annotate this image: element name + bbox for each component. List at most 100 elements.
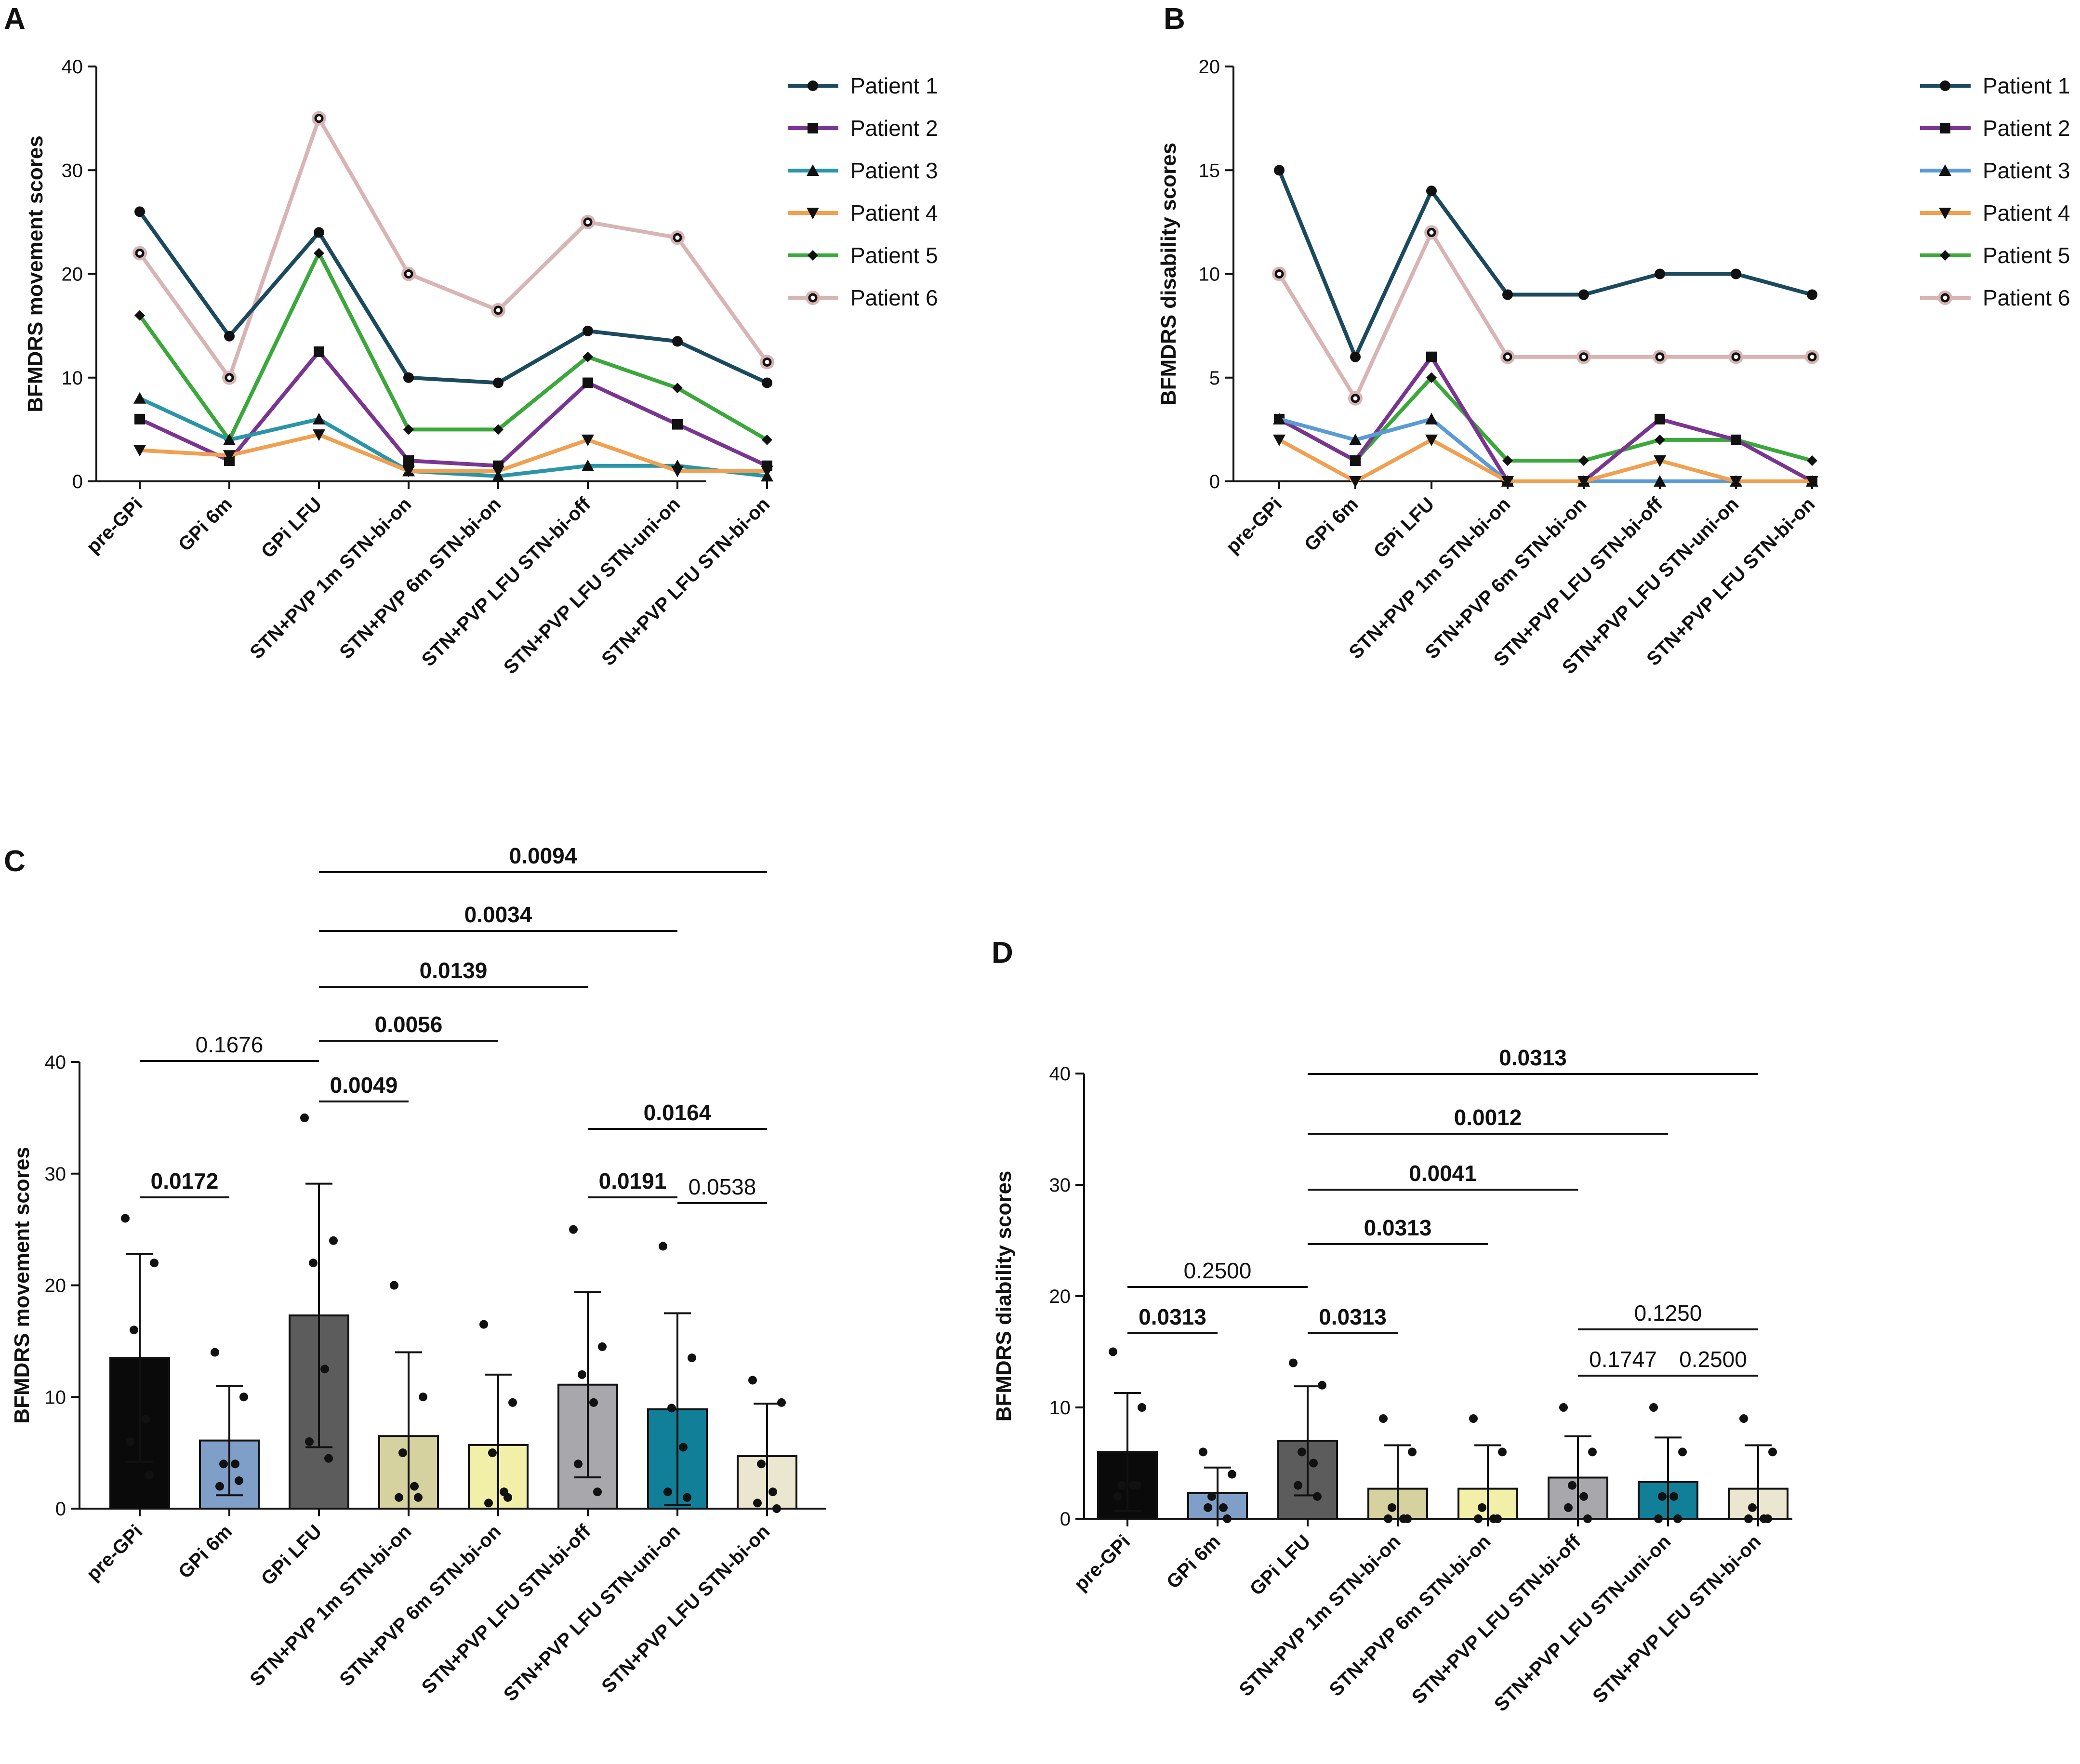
panel-a-y-axis-title: BFMDRS movement scores [24,135,47,412]
panel-d-data-point [1199,1447,1207,1457]
panel-a-point-patient-2 [314,346,324,357]
panel-b-category-label: GPi 6m [1300,493,1363,556]
panel-b-point-patient-4 [1273,434,1285,446]
panel-d-category-label: GPi LFU [1246,1531,1315,1600]
panel-a-point-patient-4 [402,465,415,477]
panel-d-p-value: 0.2500 [1184,1258,1252,1283]
panel-c-data-point [235,1476,243,1485]
panel-c-data-point [589,1398,598,1407]
panel-b-legend-label-3: Patient 3 [1983,158,2070,183]
panel-b-point-patient-1 [1502,289,1513,300]
panel-c-data-point [150,1259,159,1268]
panel-d-data-point [1579,1492,1588,1501]
panel-a-y-tick-label: 30 [62,160,83,181]
panel-a-point-patient-6-center [404,269,413,279]
panel-c-data-point [598,1342,607,1351]
panel-d-data-point [1739,1414,1748,1423]
panel-d-data-point [1403,1514,1412,1523]
panel-a-point-patient-3 [582,459,594,471]
panel-a-point-patient-2 [134,413,145,424]
panel-a-legend-marker-1 [808,80,818,91]
panel-b-y-tick-label: 10 [1199,264,1220,285]
panel-c-data-point [398,1448,407,1458]
panel-label-d: D [992,936,1013,969]
panel-c-category-label: GPi LFU [257,1521,326,1590]
panel-c-y-axis-title: BFMDRS movement scores [10,1147,34,1424]
panel-c-category-label: STN+PVP LFU STN-bi-off [418,1521,595,1698]
panel-a-legend-marker-5 [808,250,818,261]
panel-b-y-axis-title: BFMDRS disability scores [1157,143,1180,405]
panel-b-point-patient-6-center [1274,269,1284,279]
panel-label-c: C [4,845,26,878]
panel-b-point-patient-3 [1273,412,1285,424]
panel-c-p-value: 0.0172 [151,1168,219,1194]
panel-c-data-point [211,1348,219,1357]
panel-c-p-value: 0.0191 [599,1168,667,1194]
panel-b-point-patient-1 [1655,268,1665,279]
panel-c-data-point [219,1459,228,1469]
panel-d-data-point [1744,1514,1753,1523]
panel-d-category-label: pre-GPi [1070,1531,1134,1595]
panel-c-data-point [414,1493,423,1502]
panel-d-category-label: GPi 6m [1163,1531,1225,1593]
panel-c-data-point [130,1326,138,1335]
panel-d-data-point [1379,1414,1388,1423]
panel-a-series-line-patient-6 [138,116,769,380]
panel-a-y-tick-label: 20 [62,264,83,285]
panel-c-data-point [683,1493,691,1502]
panel-b-point-patient-1 [1426,186,1437,197]
panel-b-legend-marker-4 [1939,208,1951,219]
panel-c-data-point [231,1459,239,1469]
panel-a-point-patient-6-center [493,305,503,315]
panel-d-data-point [1478,1503,1486,1512]
panel-a-legend-label-6: Patient 6 [850,285,938,310]
panel-c-data-point [329,1236,338,1245]
panel-c-data-point [578,1370,586,1379]
panel-d-data-point [1113,1492,1122,1501]
panel-b-point-patient-1 [1274,165,1285,176]
panel-a-point-patient-6-center [225,373,234,383]
panel-c-data-point [667,1404,676,1413]
panel-d-data-point [1658,1492,1667,1501]
panel-a-category-label: STN+PVP LFU STN-bi-on [597,493,774,670]
panel-c-p-value: 0.0034 [464,902,532,927]
panel-a-point-patient-1 [493,377,503,388]
panel-a-point-patient-5 [672,383,683,394]
panel-d-data-point [1289,1358,1298,1367]
panel-d-data-point [1408,1447,1417,1457]
panel-b-legend-label-2: Patient 2 [1983,116,2070,141]
panel-b-series-line-patient-6 [1277,230,1812,400]
panel-b-point-patient-6-center [1427,227,1436,237]
panel-d-data-point [1498,1447,1507,1457]
panel-c-p-value: 0.0094 [509,843,577,868]
panel-c-category-label: pre-GPi [82,1521,146,1585]
panel-c-data-point [777,1398,786,1407]
panel-b-point-patient-4 [1654,455,1666,467]
panel-a-legend-marker-3 [807,164,819,176]
panel-d-y-tick-label: 0 [1060,1509,1071,1530]
panel-a-legend-marker-2 [808,123,818,133]
panel-a-point-patient-6-center [673,233,682,242]
panel-d-data-point [1583,1514,1592,1523]
panel-d-category-label: STN+PVP LFU STN-bi-off [1408,1531,1585,1708]
panel-b-y-tick-label: 0 [1209,471,1220,492]
panel-a-point-patient-6-center [314,114,324,123]
panel-c-data-point [663,1487,672,1497]
panel-d-data-point [1649,1403,1658,1412]
panel-c-data-point [488,1448,497,1458]
panel-b-point-patient-2 [1426,351,1437,362]
panel-a-category-label: GPi LFU [257,493,326,562]
panel-a-category-label: STN+PVP 1m STN-bi-on [246,493,415,663]
panel-c-data-point [484,1499,493,1508]
panel-c-data-point [768,1487,777,1497]
panel-c-category-label: STN+PVP 1m STN-bi-on [246,1521,415,1690]
panel-b-point-patient-2 [1655,413,1665,424]
panel-d-data-point [1117,1481,1126,1490]
panel-a-legend-label-5: Patient 5 [850,243,938,268]
panel-c-data-point [410,1482,419,1491]
panel-d-data-point [1109,1347,1117,1356]
panel-label-a: A [4,2,26,36]
panel-b-point-patient-5 [1578,455,1589,466]
